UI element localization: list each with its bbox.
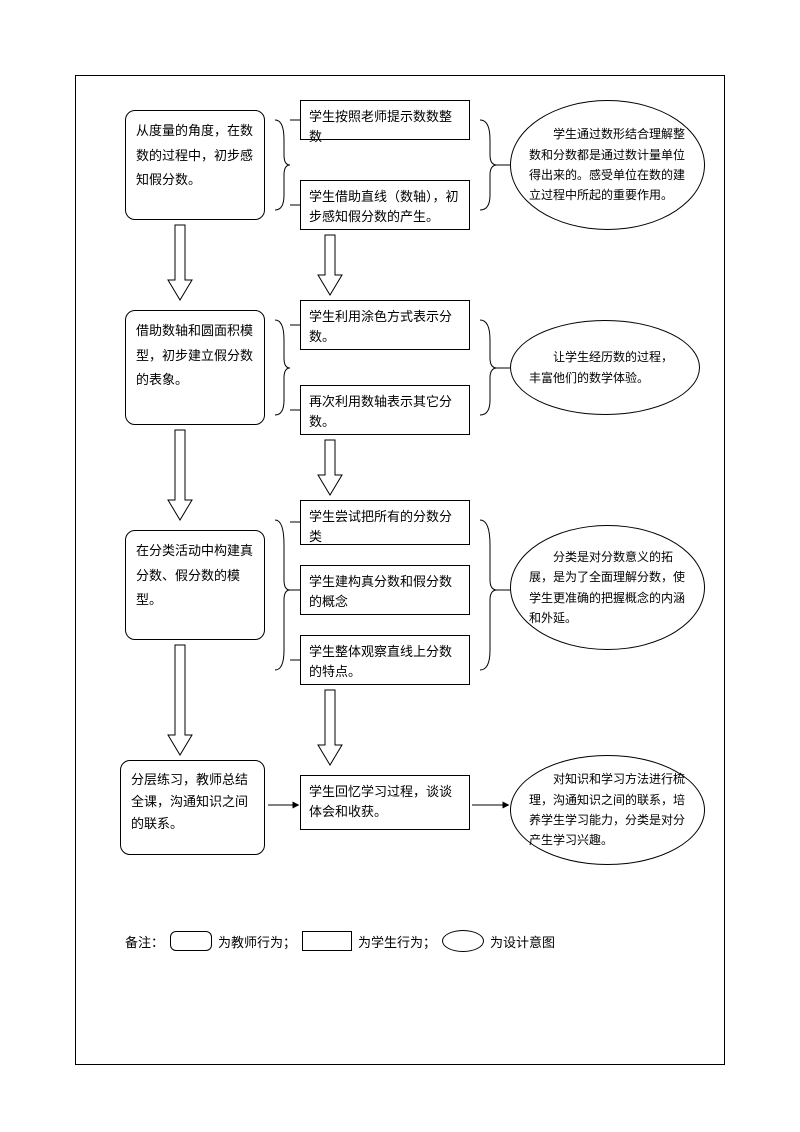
brace-2-left bbox=[275, 320, 290, 415]
brace-1-right bbox=[480, 120, 497, 210]
down-arrow-s2-s3 bbox=[318, 440, 342, 495]
down-arrow-t3-t4 bbox=[168, 645, 192, 755]
down-arrow-t1-t2 bbox=[168, 225, 192, 300]
brace-3-left bbox=[275, 520, 290, 670]
brace-1-left bbox=[275, 120, 290, 210]
brace-2-right bbox=[480, 320, 497, 415]
down-arrow-t2-t3 bbox=[168, 430, 192, 520]
connectors bbox=[0, 0, 800, 1132]
brace-3-right bbox=[480, 520, 497, 670]
down-arrow-s3-s4 bbox=[318, 690, 342, 765]
down-arrow-s1-s2 bbox=[318, 235, 342, 295]
